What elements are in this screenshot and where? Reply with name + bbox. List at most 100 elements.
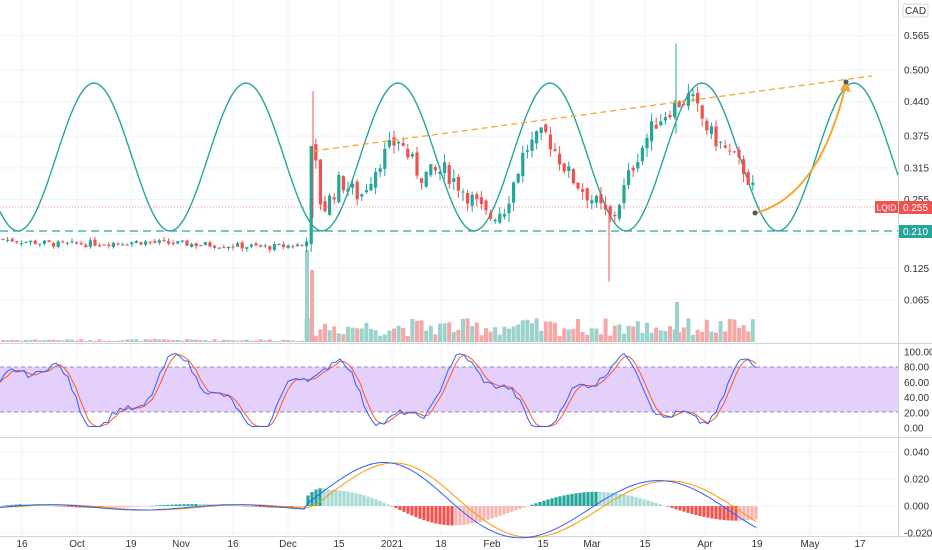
macd-histogram-bar xyxy=(42,505,46,506)
macd-histogram-bar xyxy=(442,506,446,525)
volume-bar xyxy=(576,318,580,342)
volume-bar xyxy=(305,250,309,342)
candle-body xyxy=(677,101,681,108)
volume-bar xyxy=(175,340,180,342)
macd-histogram-bar xyxy=(302,506,306,508)
support-level-badge xyxy=(899,225,932,238)
volume-bar xyxy=(741,325,746,342)
volume-bar xyxy=(461,318,465,342)
sine-wave xyxy=(0,82,899,232)
support-level-label: 0.210 xyxy=(903,227,928,238)
candle-body xyxy=(153,241,157,243)
macd-histogram-bar xyxy=(578,492,582,506)
volume-bar xyxy=(746,331,751,342)
macd-histogram-bar xyxy=(658,504,662,506)
candle-body xyxy=(654,124,658,129)
macd-histogram-bar xyxy=(158,505,162,506)
candle-body xyxy=(374,172,378,188)
candle-body xyxy=(562,163,566,172)
candle-body xyxy=(392,137,396,146)
candle-body xyxy=(489,212,493,219)
time-tick-label: Mar xyxy=(583,539,601,550)
candle-body xyxy=(525,150,529,152)
candle-body xyxy=(576,182,580,189)
candle-body xyxy=(300,244,304,246)
volume-bar xyxy=(700,331,705,342)
macd-histogram-bar xyxy=(262,506,266,508)
macd-histogram-bar xyxy=(50,505,54,507)
volume-bar xyxy=(599,334,603,342)
macd-histogram-bar xyxy=(142,506,146,507)
volume-bar xyxy=(369,328,373,342)
macd-histogram-bar xyxy=(602,492,606,506)
macd-histogram-bar xyxy=(362,495,366,506)
volume-bar xyxy=(714,332,718,342)
volume-bar xyxy=(392,328,396,342)
macd-histogram-bar xyxy=(126,506,130,508)
stoch-tick-label: 20.00 xyxy=(904,408,929,419)
volume-bar xyxy=(530,323,534,342)
volume-bar xyxy=(313,335,318,342)
stoch-tick-label: 40.00 xyxy=(904,393,929,404)
macd-histogram-bar xyxy=(738,506,742,521)
candle-body xyxy=(254,243,258,246)
macd-histogram-bar xyxy=(62,506,66,507)
volume-bar xyxy=(258,339,263,342)
volume-bar xyxy=(553,322,557,342)
volume-bar xyxy=(249,340,254,342)
candle-body xyxy=(433,167,437,171)
volume-bar xyxy=(594,328,599,342)
macd-histogram-bar xyxy=(718,506,722,520)
macd-histogram-bar xyxy=(610,492,614,506)
volume-bar xyxy=(727,318,732,342)
macd-histogram-bar xyxy=(182,504,186,506)
candle-body xyxy=(355,181,359,200)
macd-histogram-bar xyxy=(454,506,458,526)
volume-bar xyxy=(350,327,355,342)
candle-body xyxy=(144,241,148,245)
candle-body xyxy=(70,241,74,243)
macd-histogram-bar xyxy=(498,506,502,516)
macd-histogram-bar xyxy=(346,491,350,506)
candle-body xyxy=(24,241,28,243)
volume-bar xyxy=(479,335,484,342)
volume-bar xyxy=(240,340,245,342)
macd-histogram-bar xyxy=(642,499,646,506)
time-tick-label: 19 xyxy=(125,539,137,550)
candle-body xyxy=(98,245,102,247)
macd-histogram-bar xyxy=(430,506,434,523)
macd-histogram-bar xyxy=(390,506,394,507)
volume-bar xyxy=(580,332,585,342)
volume-bar xyxy=(709,331,714,342)
macd-histogram-bar xyxy=(382,502,386,506)
volume-bar xyxy=(732,319,737,342)
candle-body xyxy=(194,243,198,247)
candle-body xyxy=(645,137,649,149)
volume-bar xyxy=(65,339,70,342)
macd-histogram-bar xyxy=(110,506,114,508)
volume-bar xyxy=(180,340,185,342)
macd-histogram-bar xyxy=(510,506,514,512)
candle-body xyxy=(171,242,175,244)
volume-bar xyxy=(465,318,470,342)
volume-bar xyxy=(571,328,576,342)
volume-bar xyxy=(516,324,521,342)
time-tick-label: Apr xyxy=(697,539,713,550)
candle-body xyxy=(102,244,106,246)
macd-histogram-bar xyxy=(418,506,422,519)
macd-histogram-bar xyxy=(314,489,318,506)
sine-wave-overlay xyxy=(0,82,899,232)
volume-bar xyxy=(355,328,360,342)
volume-bar xyxy=(263,340,268,342)
candle-body xyxy=(148,241,152,243)
macd-histogram-bar xyxy=(690,506,694,514)
candle-body xyxy=(604,204,608,210)
volume-bar xyxy=(718,321,723,342)
volume-bar xyxy=(19,340,24,342)
volume-bar xyxy=(484,328,488,342)
volume-bar xyxy=(129,339,134,342)
macd-histogram-bar xyxy=(554,497,558,506)
candle-body xyxy=(65,242,69,244)
volume-bar xyxy=(438,323,442,342)
candle-body xyxy=(360,194,364,197)
